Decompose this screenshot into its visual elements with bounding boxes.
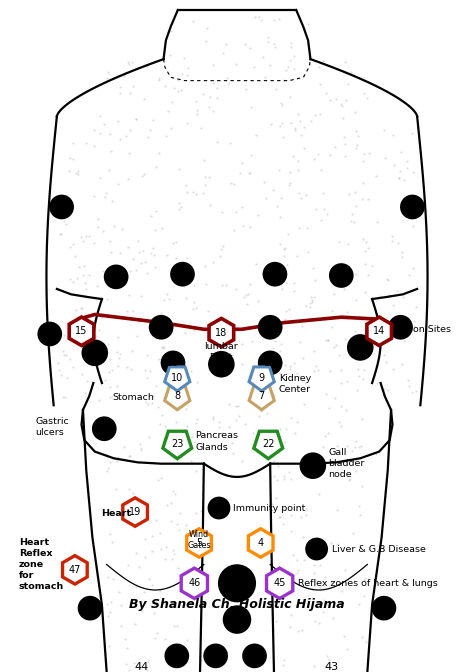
Text: Pancreas
Glands: Pancreas Glands (195, 431, 238, 452)
Polygon shape (367, 317, 392, 345)
Circle shape (306, 538, 327, 560)
Text: 15: 15 (75, 327, 88, 336)
Polygon shape (123, 498, 147, 526)
Text: Gastric
ulcers: Gastric ulcers (36, 417, 69, 437)
Text: 5: 5 (196, 538, 202, 548)
Text: Gall
bladder
node: Gall bladder node (328, 448, 365, 479)
Circle shape (150, 316, 173, 339)
Text: 16: 16 (354, 343, 366, 352)
Text: Stomach: Stomach (113, 393, 155, 403)
Polygon shape (249, 367, 274, 391)
Circle shape (389, 316, 412, 339)
Text: Heart: Heart (101, 509, 131, 518)
Text: 10: 10 (171, 373, 183, 382)
Text: 47: 47 (69, 565, 81, 575)
Circle shape (259, 316, 282, 339)
Text: 1: 1 (234, 615, 240, 624)
Text: 46: 46 (188, 579, 201, 588)
Polygon shape (164, 386, 190, 410)
Circle shape (204, 644, 227, 667)
Text: 31: 31 (110, 272, 122, 282)
Polygon shape (164, 367, 190, 391)
Polygon shape (249, 386, 274, 410)
Text: 8: 8 (174, 392, 180, 401)
Circle shape (38, 323, 61, 345)
Text: 48: 48 (310, 544, 323, 554)
Circle shape (348, 335, 373, 360)
Circle shape (373, 597, 395, 620)
Text: Reflex zones of heart & lungs: Reflex zones of heart & lungs (298, 579, 438, 588)
Text: 45: 45 (273, 579, 286, 588)
Circle shape (219, 565, 255, 601)
Text: 27: 27 (44, 329, 56, 339)
Text: Colon Sites: Colon Sites (398, 325, 451, 334)
Circle shape (243, 644, 266, 667)
Polygon shape (209, 319, 234, 347)
Text: 44: 44 (134, 663, 148, 672)
Polygon shape (181, 568, 208, 599)
Text: 11: 11 (215, 360, 228, 369)
Circle shape (162, 351, 184, 374)
Text: 43: 43 (325, 663, 339, 672)
Text: 20: 20 (378, 603, 390, 613)
Circle shape (259, 351, 282, 374)
Text: 22: 22 (262, 439, 274, 448)
Circle shape (82, 341, 107, 365)
Text: 17: 17 (89, 348, 101, 358)
Circle shape (50, 196, 73, 218)
Circle shape (224, 606, 250, 633)
Polygon shape (63, 556, 87, 584)
Text: 7: 7 (258, 392, 265, 401)
Text: 49: 49 (213, 503, 225, 513)
Polygon shape (266, 568, 293, 599)
Polygon shape (163, 431, 191, 459)
Text: Immunity point: Immunity point (233, 503, 306, 513)
Text: Kidney
Center: Kidney Center (279, 374, 311, 394)
Circle shape (224, 570, 250, 597)
Text: By Shanela Ch, Holistic Hijama: By Shanela Ch, Holistic Hijama (129, 598, 345, 612)
Text: 50: 50 (98, 424, 110, 433)
Text: 18: 18 (215, 328, 228, 337)
Polygon shape (254, 431, 283, 459)
Text: 14: 14 (373, 327, 385, 336)
Circle shape (93, 417, 116, 440)
Text: 41: 41 (248, 651, 261, 661)
Text: lumbar
Point: lumbar Point (204, 342, 238, 362)
Circle shape (301, 454, 325, 478)
Circle shape (165, 644, 188, 667)
Text: 42: 42 (171, 651, 183, 661)
Circle shape (105, 265, 128, 288)
Text: 6: 6 (310, 461, 316, 470)
Text: 26: 26 (394, 323, 407, 332)
Text: 25: 25 (155, 323, 167, 332)
Text: 55: 55 (231, 579, 243, 588)
Text: 51: 51 (406, 202, 419, 212)
Text: Heart
Reflex
zone
for
stomach: Heart Reflex zone for stomach (19, 538, 64, 591)
Circle shape (330, 264, 353, 287)
Circle shape (171, 263, 194, 286)
Text: 52: 52 (55, 202, 68, 212)
Circle shape (264, 263, 286, 286)
Text: Liver & G.B Disease: Liver & G.B Disease (332, 544, 426, 554)
Circle shape (209, 497, 229, 519)
Text: 24: 24 (264, 323, 276, 332)
Text: 23: 23 (171, 439, 183, 448)
Text: 29: 29 (269, 269, 281, 279)
Polygon shape (187, 529, 211, 557)
Text: 30: 30 (176, 269, 189, 279)
Text: 9: 9 (259, 373, 264, 382)
Text: 28: 28 (335, 271, 347, 280)
Text: 40: 40 (210, 651, 222, 661)
Circle shape (401, 196, 424, 218)
Text: 13: 13 (167, 358, 179, 368)
Text: 19: 19 (129, 507, 141, 517)
Text: 4: 4 (258, 538, 264, 548)
Text: 12: 12 (264, 358, 276, 368)
Polygon shape (69, 317, 94, 345)
Circle shape (209, 352, 234, 376)
Text: Wind
Gates: Wind Gates (187, 530, 211, 550)
Text: 21: 21 (84, 603, 96, 613)
Circle shape (79, 597, 101, 620)
Polygon shape (248, 529, 273, 557)
